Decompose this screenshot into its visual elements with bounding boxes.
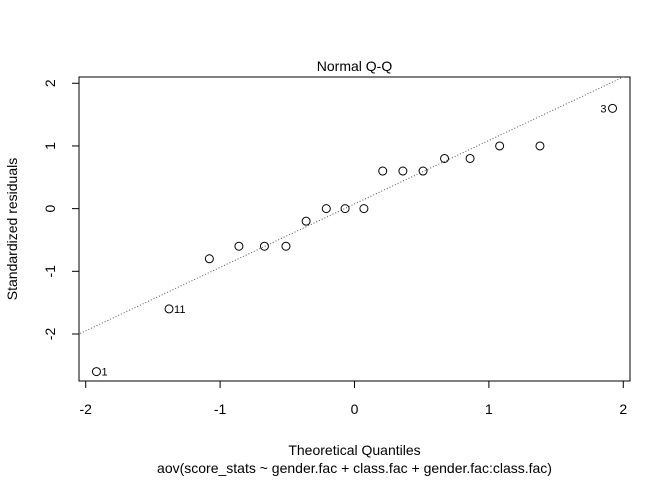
y-tick-label: 0	[42, 205, 58, 213]
y-tick-label: -1	[42, 265, 58, 278]
data-point	[359, 204, 369, 214]
data-point	[234, 241, 244, 251]
x-tick-label: 0	[351, 401, 359, 417]
point-label: 11	[174, 304, 185, 316]
data-point	[398, 166, 408, 176]
y-tick-label: 1	[42, 142, 58, 150]
reference-line-layer	[79, 77, 625, 335]
data-point	[465, 153, 475, 163]
x-tick-label: -2	[79, 401, 92, 417]
data-point	[91, 367, 101, 377]
data-point	[281, 241, 291, 251]
x-axis: -2 -1 0 1 2	[79, 381, 627, 417]
data-point	[495, 141, 505, 151]
y-axis: -2 -1 0 1 2	[42, 79, 79, 340]
x-axis-label: Theoretical Quantiles	[288, 442, 420, 458]
y-axis-label: Standardized residuals	[4, 158, 20, 300]
data-point	[608, 103, 618, 113]
qq-reference-line	[79, 77, 625, 335]
data-point	[378, 166, 388, 176]
data-point	[301, 216, 311, 226]
x-tick-label: -1	[214, 401, 227, 417]
data-point	[259, 241, 269, 251]
chart-title: Normal Q-Q	[317, 58, 393, 74]
data-point	[418, 166, 428, 176]
x-tick-label: 1	[485, 401, 493, 417]
y-tick-label: -2	[42, 328, 58, 341]
data-point	[340, 204, 350, 214]
point-label: 3	[600, 103, 606, 115]
data-point	[321, 204, 331, 214]
data-point	[535, 141, 545, 151]
plot-frame	[78, 76, 631, 382]
y-tick-label: 2	[42, 79, 58, 87]
data-point	[440, 153, 450, 163]
x-tick-label: 2	[619, 401, 627, 417]
point-label: 1	[101, 367, 107, 379]
data-point	[204, 254, 214, 264]
chart-caption: aov(score_stats ~ gender.fac + class.fac…	[157, 460, 552, 476]
data-point	[164, 304, 174, 314]
